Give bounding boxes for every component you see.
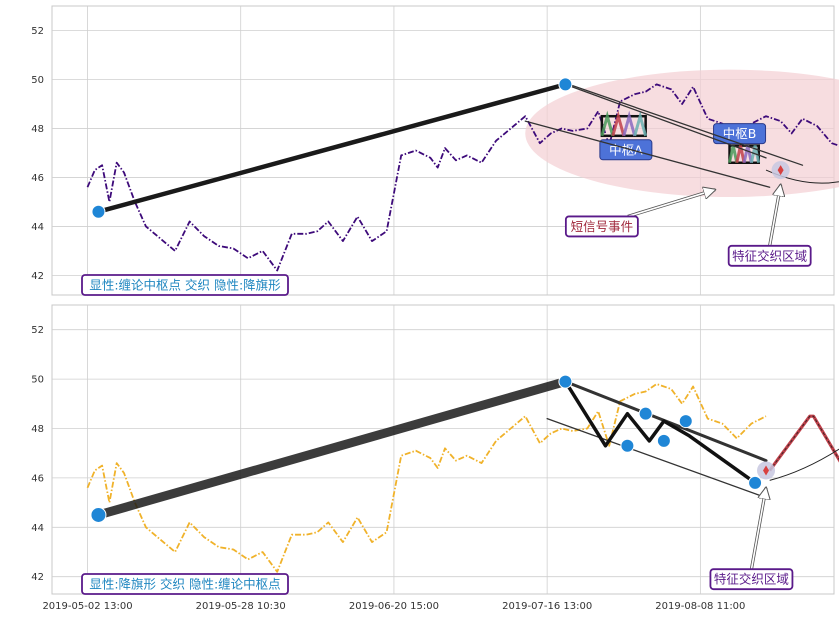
zone-zigzag-0-2 [622,110,637,137]
top-pivot-marker [91,204,106,219]
projection-curve [765,169,839,184]
x-tick-label: 2019-05-02 13:00 [42,601,132,612]
x-tick-label: 2019-07-16 13:00 [502,601,592,612]
x-axis: 2019-05-02 13:00 2019-05-28 10:30 2019-06-… [42,601,745,612]
bottom-callout-arrow-0 [750,488,766,570]
zone-zigzag-1-1 [735,145,746,164]
bottom-y-tick-label: 50 [31,375,44,386]
bottom-pattern-legend: 显性:降旗形 交织 隐性:缠论中枢点 [89,577,280,592]
bottom-y-tick-label: 46 [31,473,44,484]
zone-zigzag-0-0 [600,110,615,137]
top-y-axis: 42 44 46 48 50 52 [31,26,44,282]
top-y-tick-label: 50 [31,75,44,86]
bottom-pivot-marker [656,433,671,448]
zone-zigzag-1-3 [749,145,761,164]
forecast-up-centerline [769,415,839,471]
top-y-tick-label: 52 [31,26,44,37]
bottom-y-axis: 42 44 46 48 50 52 [31,325,44,583]
bottom-y-tick-label: 42 [31,572,44,583]
bottom-pivot-marker [748,475,763,490]
forecast-arc [769,448,839,481]
bottom-trend-line-2 [546,417,767,499]
bottom-zigzag-pivots [563,380,757,485]
top-callout-arrow-1 [768,185,781,246]
top-callout-arrow-0 [627,190,715,218]
signal-ellipse [525,69,839,198]
top-trend-line-2 [561,81,804,166]
bottom-pattern-legend-box [81,573,289,595]
top-y-tick-label: 44 [31,222,44,233]
bottom-chart-body: 特征交织区域 显性:降旗形 交织 隐性:缠论中枢点 [81,374,839,595]
bottom-highlight-diamond [763,465,770,476]
top-pivot-marker [558,77,573,92]
bottom-price-series [86,383,767,573]
zone-zigzag-0-1 [611,110,626,137]
bottom-callout-text-feature_zone: 特征交织区域 [714,572,789,587]
top-callout-text-short_signal: 短信号事件 [571,219,634,234]
top-trend-line-0 [96,82,568,214]
bottom-trend-line-0 [93,377,570,520]
bottom-y-tick-label: 48 [31,424,44,435]
bottom-y-tick-label: 52 [31,325,44,336]
top-highlight-diamond [777,165,784,176]
top-trend-line-1 [564,83,767,159]
top-pattern-legend: 显性:缠论中枢点 交织 隐性:降旗形 [89,278,281,293]
x-tick-label: 2019-08-08 11:00 [655,601,745,612]
top-y-tick-label: 48 [31,124,44,135]
top-callout-box-1 [727,244,812,267]
top-pattern-legend-box [81,274,289,296]
top-price-series [86,83,839,272]
bottom-pivot-marker [558,374,573,389]
bottom-pivot-marker [638,406,653,421]
bottom-y-tick-label: 44 [31,523,44,534]
top-y-tick-label: 42 [31,271,44,282]
top-callout-text-feature_zone: 特征交织区域 [732,248,807,263]
x-tick-label: 2019-05-28 10:30 [196,601,286,612]
bottom-pivot-marker [678,414,693,429]
top-callout-box-0 [564,215,639,238]
x-tick-label: 2019-06-20 15:00 [349,601,439,612]
bottom-pivot-marker [620,438,635,453]
bottom-callout-box-0 [709,568,794,591]
bottom-panel: 42 44 46 48 50 52 2019-05-02 13:00 2019-05-28 … [31,304,839,612]
top-trend-line-3 [524,120,771,188]
top-y-tick-label: 46 [31,173,44,184]
zone-label-1: 中枢B [723,126,757,141]
bottom-plot-frame [51,304,835,595]
bottom-pivot-marker [90,506,107,523]
zone-zigzag-0-3 [633,110,648,137]
